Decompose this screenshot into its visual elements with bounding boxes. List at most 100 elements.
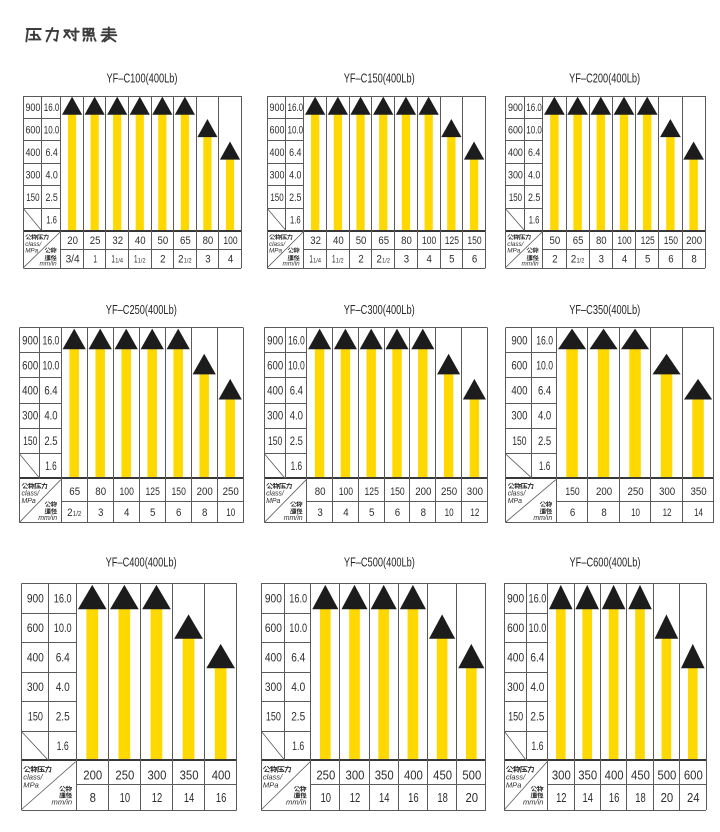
svg-text:500: 500 bbox=[462, 768, 481, 782]
svg-text:150: 150 bbox=[509, 192, 522, 204]
svg-text:80: 80 bbox=[401, 235, 412, 247]
svg-text:12: 12 bbox=[152, 791, 162, 805]
svg-text:600: 600 bbox=[270, 124, 285, 136]
svg-text:mm/in: mm/in bbox=[40, 260, 58, 267]
svg-text:350: 350 bbox=[180, 768, 199, 782]
svg-text:3/4: 3/4 bbox=[66, 254, 80, 266]
svg-text:1.6: 1.6 bbox=[539, 461, 550, 473]
svg-text:150: 150 bbox=[270, 192, 283, 204]
svg-text:900: 900 bbox=[508, 102, 523, 114]
svg-text:mm/in: mm/in bbox=[284, 515, 303, 522]
svg-text:MPa: MPa bbox=[23, 781, 39, 790]
svg-text:1/2: 1/2 bbox=[382, 258, 390, 265]
svg-text:600: 600 bbox=[25, 124, 40, 136]
svg-text:MPa: MPa bbox=[263, 781, 279, 790]
svg-text:2.5: 2.5 bbox=[530, 710, 544, 724]
svg-text:class/: class/ bbox=[22, 491, 41, 498]
svg-text:150: 150 bbox=[467, 235, 481, 247]
svg-text:4.0: 4.0 bbox=[45, 169, 57, 181]
svg-text:600: 600 bbox=[507, 621, 524, 635]
svg-text:10.0: 10.0 bbox=[288, 360, 305, 372]
svg-text:300: 300 bbox=[659, 486, 675, 498]
svg-text:4: 4 bbox=[622, 254, 627, 266]
svg-text:YF–C250(400Lb): YF–C250(400Lb) bbox=[106, 302, 177, 317]
svg-text:150: 150 bbox=[26, 192, 39, 204]
svg-text:10: 10 bbox=[445, 507, 454, 519]
svg-text:8: 8 bbox=[421, 507, 426, 519]
svg-text:3: 3 bbox=[404, 254, 409, 266]
svg-text:10.0: 10.0 bbox=[528, 621, 546, 635]
svg-text:350: 350 bbox=[578, 768, 597, 782]
svg-text:6.4: 6.4 bbox=[291, 651, 305, 665]
svg-text:6.4: 6.4 bbox=[538, 386, 552, 398]
svg-text:20: 20 bbox=[466, 791, 479, 805]
svg-text:6: 6 bbox=[395, 507, 400, 519]
svg-text:4.0: 4.0 bbox=[530, 680, 544, 694]
svg-text:6: 6 bbox=[472, 254, 477, 266]
svg-text:250: 250 bbox=[223, 486, 239, 498]
svg-text:1/2: 1/2 bbox=[577, 258, 585, 265]
svg-text:MPa: MPa bbox=[506, 781, 522, 790]
svg-text:80: 80 bbox=[203, 235, 214, 247]
svg-text:100: 100 bbox=[617, 235, 631, 247]
svg-text:300: 300 bbox=[25, 169, 40, 181]
svg-text:200: 200 bbox=[596, 486, 612, 498]
svg-text:300: 300 bbox=[511, 411, 527, 423]
svg-text:65: 65 bbox=[573, 235, 584, 247]
svg-text:2.5: 2.5 bbox=[289, 192, 301, 204]
svg-text:8: 8 bbox=[601, 507, 606, 519]
svg-text:500: 500 bbox=[657, 768, 676, 782]
svg-text:600: 600 bbox=[684, 768, 703, 782]
svg-text:900: 900 bbox=[22, 335, 38, 347]
svg-text:10.0: 10.0 bbox=[289, 621, 307, 635]
svg-text:mm/in: mm/in bbox=[286, 798, 307, 807]
svg-text:20: 20 bbox=[661, 791, 674, 805]
svg-text:6.4: 6.4 bbox=[290, 386, 304, 398]
svg-text:250: 250 bbox=[316, 768, 335, 782]
svg-text:400: 400 bbox=[270, 147, 285, 159]
svg-text:MPa: MPa bbox=[269, 247, 282, 254]
svg-text:250: 250 bbox=[627, 486, 643, 498]
svg-text:4: 4 bbox=[426, 254, 431, 266]
svg-text:1.6: 1.6 bbox=[292, 739, 304, 753]
svg-text:2: 2 bbox=[377, 254, 382, 266]
svg-text:125: 125 bbox=[146, 486, 160, 498]
svg-text:1.6: 1.6 bbox=[291, 461, 302, 473]
svg-text:150: 150 bbox=[28, 710, 43, 724]
svg-text:150: 150 bbox=[664, 235, 678, 247]
svg-text:2.5: 2.5 bbox=[291, 710, 305, 724]
svg-text:10.0: 10.0 bbox=[54, 621, 72, 635]
svg-text:16: 16 bbox=[216, 791, 226, 805]
svg-text:350: 350 bbox=[375, 768, 394, 782]
svg-text:4: 4 bbox=[228, 254, 233, 266]
svg-text:400: 400 bbox=[265, 651, 282, 665]
svg-text:16.0: 16.0 bbox=[528, 592, 546, 606]
svg-text:400: 400 bbox=[511, 386, 527, 398]
svg-text:50: 50 bbox=[356, 235, 367, 247]
svg-text:MPa: MPa bbox=[25, 247, 38, 254]
svg-text:100: 100 bbox=[422, 235, 436, 247]
svg-text:5: 5 bbox=[449, 254, 454, 266]
svg-text:150: 150 bbox=[565, 486, 579, 498]
svg-text:10: 10 bbox=[631, 507, 640, 519]
svg-text:300: 300 bbox=[22, 411, 38, 423]
svg-text:2: 2 bbox=[571, 254, 576, 266]
svg-text:2: 2 bbox=[67, 507, 72, 519]
svg-text:80: 80 bbox=[95, 486, 106, 498]
svg-text:1/2: 1/2 bbox=[336, 258, 344, 265]
svg-text:900: 900 bbox=[265, 592, 282, 606]
svg-text:mm/in: mm/in bbox=[523, 798, 544, 807]
svg-text:16: 16 bbox=[408, 791, 418, 805]
svg-text:1: 1 bbox=[93, 254, 97, 266]
svg-text:2: 2 bbox=[358, 254, 363, 266]
svg-text:6.4: 6.4 bbox=[528, 147, 540, 159]
svg-text:100: 100 bbox=[223, 235, 237, 247]
svg-text:350: 350 bbox=[690, 486, 706, 498]
svg-text:4: 4 bbox=[124, 507, 129, 519]
svg-text:5: 5 bbox=[369, 507, 374, 519]
svg-text:2: 2 bbox=[160, 254, 165, 266]
svg-text:4.0: 4.0 bbox=[291, 680, 305, 694]
svg-text:50: 50 bbox=[550, 235, 561, 247]
svg-text:1/2: 1/2 bbox=[73, 509, 82, 518]
svg-text:125: 125 bbox=[365, 486, 379, 498]
